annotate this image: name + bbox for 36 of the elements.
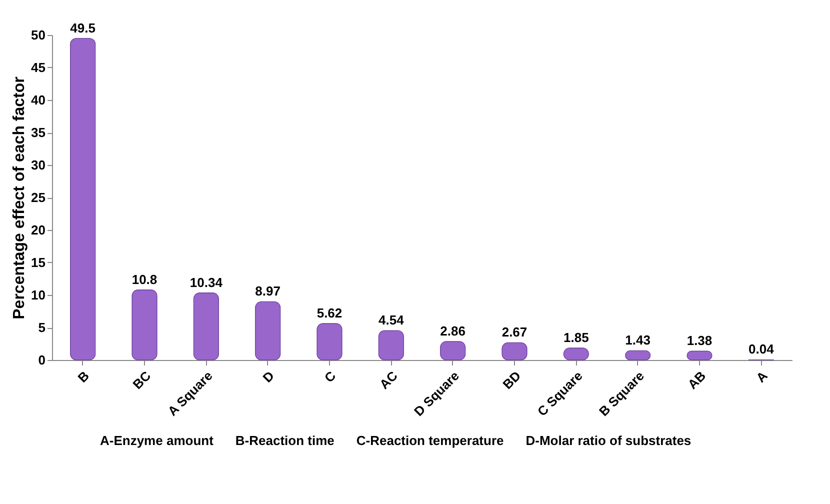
data-label: 8.97	[255, 284, 280, 299]
y-tick-label: 45	[31, 60, 46, 75]
data-label: 5.62	[316, 305, 342, 320]
data-label: 49.5	[70, 20, 96, 36]
x-tick-label: BD	[500, 368, 524, 392]
text: B-Reaction time	[235, 433, 334, 448]
text: D-Molar ratio of substrates	[526, 433, 692, 448]
data-label: 1.38	[686, 333, 712, 348]
y-tick-label: 15	[31, 255, 46, 270]
x-tick-label: A	[753, 368, 771, 386]
y-tick-label: 20	[31, 222, 46, 238]
data-label: 2.86	[440, 323, 466, 338]
y-tick-label: 30	[31, 158, 46, 172]
x-tick-label: BC	[130, 368, 154, 392]
y-tick-label: 50	[31, 28, 46, 42]
x-tick-label: D	[260, 368, 278, 386]
x-tick-label: AC	[376, 368, 401, 392]
text: C-Reaction temperature	[356, 433, 504, 448]
x-tick-label: C	[321, 368, 340, 386]
x-tick-label: B	[74, 368, 92, 386]
data-label: 1.85	[564, 330, 589, 345]
data-label: 4.54	[378, 312, 405, 328]
y-tick-label: 0	[38, 352, 46, 368]
x-tick-label: AB	[684, 368, 709, 392]
y-tick-label: 40	[31, 92, 46, 108]
text: A-Enzyme amount	[100, 433, 214, 448]
y-tick-label: 5	[38, 320, 46, 335]
y-tick-label: 35	[31, 125, 46, 140]
data-label: 10.34	[190, 274, 224, 290]
data-label: 0.04	[748, 342, 775, 357]
data-label: 1.43	[625, 332, 650, 348]
y-tick-label: 25	[31, 190, 46, 205]
y-axis-title: Percentage effect of each factor	[11, 76, 28, 320]
data-label: 2.67	[502, 324, 528, 340]
y-tick-label: 10	[31, 288, 46, 302]
data-label: 10.8	[132, 272, 158, 287]
